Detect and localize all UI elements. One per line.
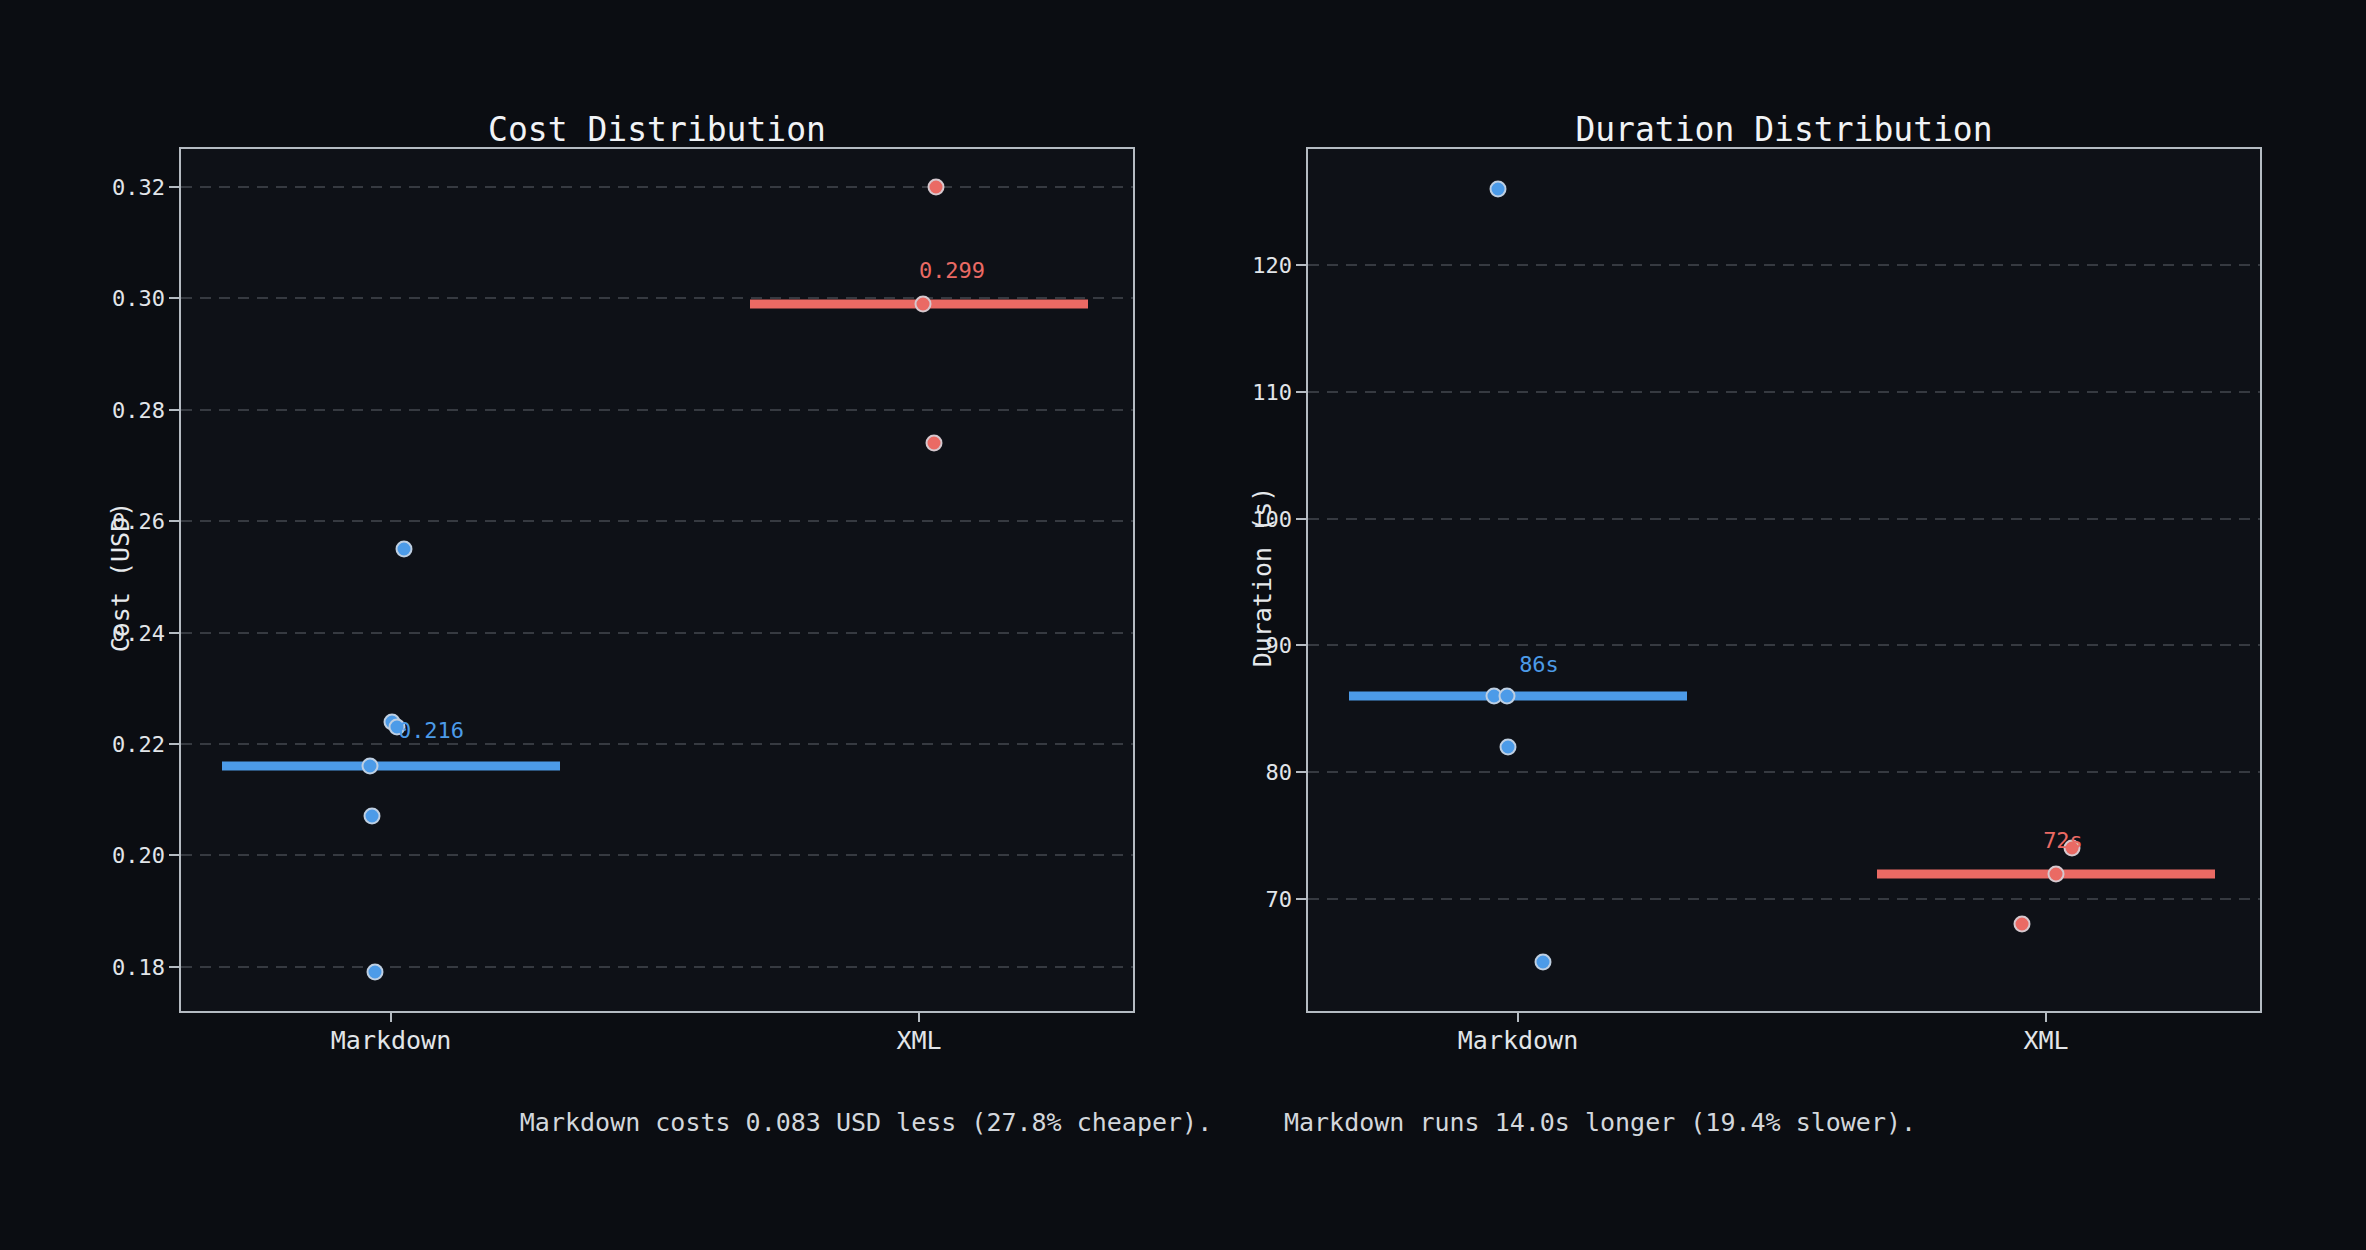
y-tick-mark	[1296, 898, 1306, 900]
data-point-markdown	[1500, 738, 1517, 755]
y-tick-label: 0.32	[0, 175, 165, 200]
y-tick-label: 100	[1072, 506, 1292, 531]
y-tick-label: 0.20	[0, 843, 165, 868]
data-point-markdown	[1490, 180, 1507, 197]
chart-title: Cost Distribution	[488, 110, 826, 149]
y-tick-label: 80	[1072, 760, 1292, 785]
data-point-xml	[2014, 916, 2031, 933]
y-tick-mark	[169, 409, 179, 411]
data-point-markdown	[1499, 688, 1516, 705]
data-point-xml	[2048, 865, 2065, 882]
y-tick-label: 0.28	[0, 397, 165, 422]
y-tick-mark	[169, 854, 179, 856]
axes-frame	[1306, 147, 2262, 1013]
y-tick-mark	[1296, 391, 1306, 393]
data-point-markdown	[364, 808, 381, 825]
y-tick-mark	[1296, 264, 1306, 266]
y-tick-label: 90	[1072, 633, 1292, 658]
y-gridline	[181, 854, 1133, 856]
axes-frame	[179, 147, 1135, 1013]
y-gridline	[181, 409, 1133, 411]
duration-summary-caption: Markdown runs 14.0s longer (19.4% slower…	[1284, 1108, 1916, 1137]
y-tick-label: 0.26	[0, 509, 165, 534]
y-tick-mark	[169, 743, 179, 745]
x-tick-label: XML	[896, 1026, 941, 1055]
y-tick-mark	[169, 186, 179, 188]
y-gridline	[1308, 391, 2260, 393]
y-gridline	[181, 186, 1133, 188]
median-line-markdown	[222, 762, 560, 771]
y-tick-label: 0.22	[0, 732, 165, 757]
x-tick-mark	[918, 1013, 920, 1022]
median-value-label: 72s	[2043, 827, 2083, 852]
y-gridline	[181, 520, 1133, 522]
median-value-label: 0.299	[919, 258, 985, 283]
y-gridline	[1308, 898, 2260, 900]
y-gridline	[1308, 518, 2260, 520]
y-tick-label: 70	[1072, 886, 1292, 911]
y-tick-mark	[1296, 771, 1306, 773]
data-point-markdown	[367, 964, 384, 981]
y-tick-label: 120	[1072, 252, 1292, 277]
data-point-markdown	[396, 541, 413, 558]
y-tick-label: 110	[1072, 379, 1292, 404]
median-value-label: 86s	[1519, 652, 1559, 677]
x-tick-label: XML	[2023, 1026, 2068, 1055]
data-point-markdown	[1535, 954, 1552, 971]
data-point-xml	[928, 179, 945, 196]
median-line-markdown	[1349, 692, 1687, 701]
cost-summary-caption: Markdown costs 0.083 USD less (27.8% che…	[520, 1108, 1212, 1137]
median-line-xml	[1877, 869, 2215, 878]
data-point-xml	[926, 435, 943, 452]
y-gridline	[1308, 264, 2260, 266]
y-gridline	[181, 632, 1133, 634]
y-tick-mark	[169, 520, 179, 522]
data-point-markdown	[362, 758, 379, 775]
x-tick-label: Markdown	[331, 1026, 451, 1055]
x-tick-mark	[2045, 1013, 2047, 1022]
y-gridline	[1308, 644, 2260, 646]
y-tick-label: 0.18	[0, 954, 165, 979]
y-tick-mark	[169, 966, 179, 968]
y-tick-mark	[169, 297, 179, 299]
y-gridline	[1308, 771, 2260, 773]
y-tick-mark	[169, 632, 179, 634]
y-tick-mark	[1296, 644, 1306, 646]
median-value-label: 0.216	[398, 718, 464, 743]
x-tick-mark	[390, 1013, 392, 1022]
x-tick-mark	[1517, 1013, 1519, 1022]
data-point-xml	[915, 296, 932, 313]
y-gridline	[181, 966, 1133, 968]
y-tick-mark	[1296, 518, 1306, 520]
figure: Cost DistributionCost (USD)0.180.200.220…	[0, 0, 2366, 1250]
x-tick-label: Markdown	[1458, 1026, 1578, 1055]
chart-title: Duration Distribution	[1575, 110, 1992, 149]
y-tick-label: 0.24	[0, 620, 165, 645]
y-tick-label: 0.30	[0, 286, 165, 311]
y-gridline	[181, 743, 1133, 745]
